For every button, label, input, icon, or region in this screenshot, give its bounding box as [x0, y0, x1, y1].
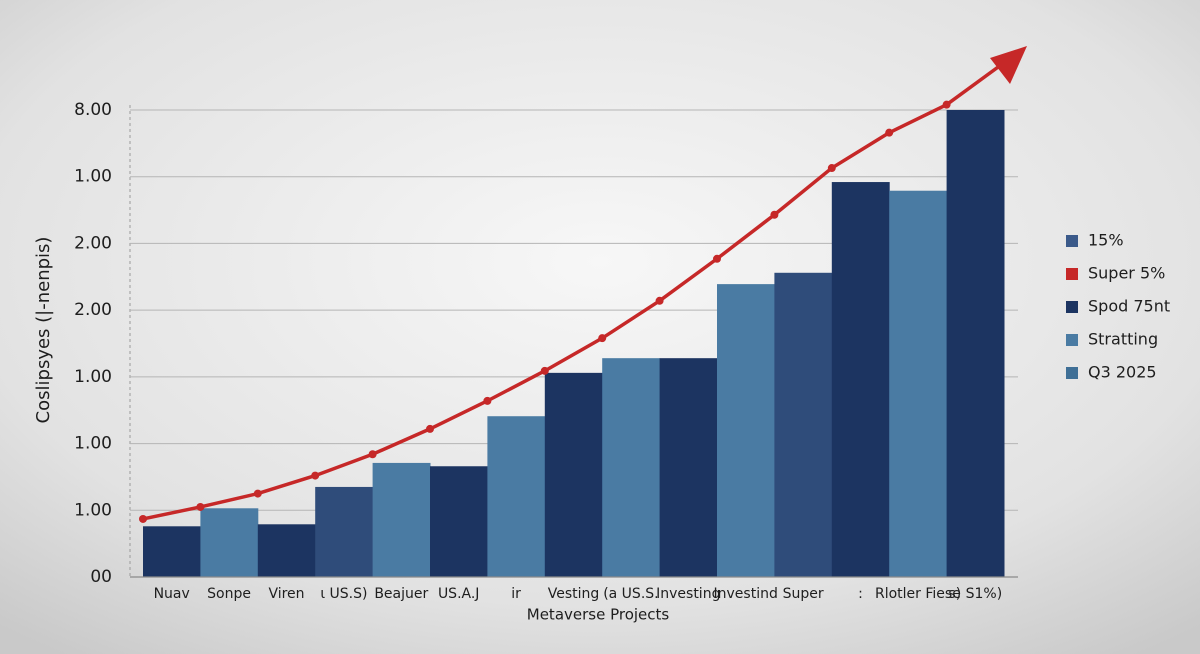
x-tick-label: s) S1%)	[948, 586, 1002, 602]
legend-swatch	[1066, 268, 1078, 280]
trend-point	[426, 424, 434, 433]
bar	[774, 272, 833, 577]
trend-point	[368, 450, 377, 459]
y-tick-label: 2.00	[74, 300, 112, 320]
legend-swatch	[1066, 334, 1078, 346]
y-tick-label: 1.00	[74, 434, 112, 454]
bar	[200, 508, 259, 577]
y-axis-label: Coslipsyes (|-nenpis)	[33, 237, 54, 424]
legend-swatch	[1066, 367, 1078, 379]
x-axis-label: Metaverse Projects	[527, 606, 670, 624]
bar	[257, 524, 316, 577]
bar	[315, 486, 374, 577]
x-tick-label: Super	[783, 586, 824, 602]
bar	[143, 526, 201, 577]
bar	[430, 466, 488, 577]
x-tick-label: ir	[511, 586, 521, 602]
bar	[717, 284, 775, 577]
x-tick-label: Sonpe	[207, 586, 251, 602]
trend-point	[885, 128, 894, 137]
bar	[831, 182, 890, 577]
y-tick-label: 1.00	[74, 367, 112, 387]
legend-swatch	[1066, 301, 1078, 313]
bar	[372, 462, 431, 577]
legend-swatch	[1066, 235, 1078, 247]
x-tick-label: (a US.S.	[603, 586, 658, 602]
trend-point	[196, 502, 205, 511]
legend-label: Stratting	[1088, 330, 1158, 349]
y-tick-label: 2.00	[74, 233, 112, 253]
trend-point	[311, 471, 320, 480]
legend-label: Super 5%	[1088, 264, 1165, 283]
x-tick-label: Investing	[656, 586, 720, 602]
legend-label: Spod 75nt	[1088, 297, 1170, 316]
x-tick-label: Rlotler Fiese	[875, 586, 961, 602]
x-tick-label: Beajuer	[374, 586, 428, 602]
bar	[487, 416, 546, 577]
trend-point	[540, 366, 549, 375]
bar	[602, 358, 661, 577]
trend-point	[655, 296, 664, 305]
x-tick-label: Viren	[268, 586, 304, 602]
x-tick-label: :	[858, 586, 863, 602]
trend-point	[598, 334, 607, 343]
trend-point	[253, 489, 262, 498]
y-tick-label: 1.00	[74, 167, 112, 187]
trend-point	[942, 100, 951, 109]
legend-label: 15%	[1088, 231, 1124, 250]
bar	[544, 372, 603, 577]
trend-point	[713, 254, 721, 263]
x-tick-label: ι US.S)	[320, 586, 367, 602]
trend-arrow-head	[990, 46, 1027, 84]
trend-arrow-shaft	[945, 60, 1007, 107]
x-tick-label: US.A.J	[438, 586, 480, 602]
trend-point	[483, 396, 492, 405]
legend-label: Q3 2025	[1088, 363, 1157, 382]
x-tick-label: Nuav	[154, 586, 190, 602]
bar	[889, 190, 948, 577]
x-tick-label: Vesting	[548, 586, 600, 602]
x-tick-label: Investind	[714, 586, 778, 602]
bar	[946, 110, 1005, 577]
trend-point	[770, 210, 779, 219]
y-tick-label: 1.00	[74, 500, 112, 520]
y-tick-label: 00	[90, 567, 112, 587]
trend-point	[827, 164, 836, 173]
y-tick-label: 8.00	[74, 100, 112, 120]
trend-point	[139, 514, 147, 523]
bar	[659, 358, 718, 577]
